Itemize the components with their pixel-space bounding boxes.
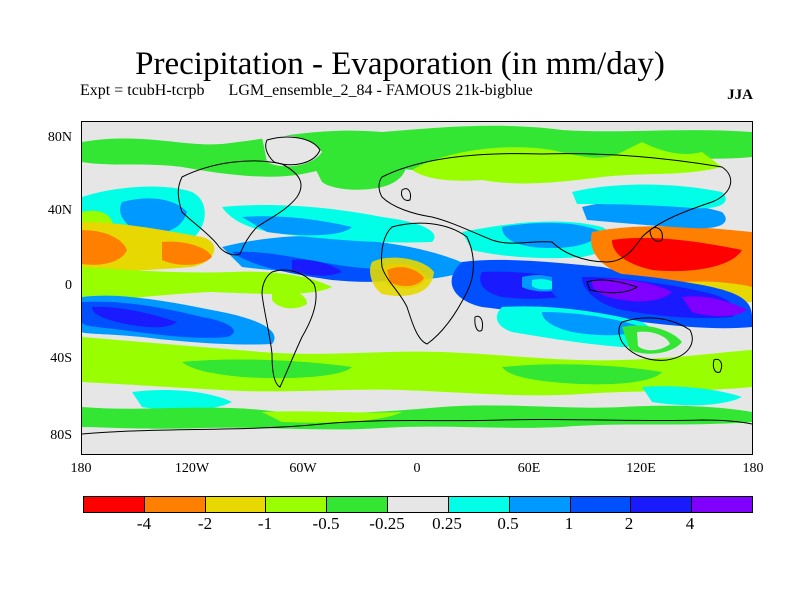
colorbar-box-9	[570, 497, 632, 512]
coast-australia	[618, 317, 693, 361]
field-southern-green	[182, 359, 352, 379]
coast-south-america	[261, 269, 317, 388]
x-label-0: 0	[413, 461, 421, 476]
x-label-180w: 180	[70, 461, 92, 476]
colorbar-box-2	[144, 497, 206, 512]
y-label-80n: 80N	[47, 130, 72, 145]
colorbar-box-3	[205, 497, 267, 512]
colorbar	[83, 496, 753, 513]
experiment-subtitle: Expt = tcubH-tcrpb LGM_ensemble_2_84 - F…	[80, 82, 533, 99]
coast-africa	[381, 222, 474, 345]
colorbar-label-8: 1	[564, 514, 574, 533]
field-spacific-deep	[92, 306, 177, 328]
colorbar-box-1	[84, 497, 145, 512]
colorbar-box-11	[692, 497, 752, 512]
coast-greenland	[265, 136, 321, 166]
colorbar-box-4	[266, 497, 328, 512]
colorbar-label-5: -0.25	[369, 514, 405, 533]
field-greenland-grey	[262, 135, 322, 167]
field-west-orange2	[162, 241, 212, 265]
precip-evap-map	[82, 122, 752, 454]
colorbar-box-6	[388, 497, 449, 512]
colorbar-box-8	[509, 497, 571, 512]
coast-madagascar	[474, 315, 483, 332]
x-label-60w: 60W	[289, 461, 317, 476]
field-npacific-sky	[120, 198, 187, 234]
colorbar-label-10: 4	[685, 514, 695, 533]
colorbar-box-7	[448, 497, 510, 512]
field-australia-grey	[637, 331, 670, 351]
y-label-40s: 40S	[50, 351, 72, 366]
field-natl-sky	[242, 216, 352, 236]
colorbar-label-9: 2	[624, 514, 634, 533]
field-sindian-sky	[542, 312, 642, 336]
coast-indonesia	[586, 279, 639, 294]
field-indian-cyan-hole	[532, 279, 558, 290]
field-southern-cyan	[132, 390, 232, 411]
field-arctic-green	[82, 125, 752, 177]
y-label-40n: 40N	[47, 203, 72, 218]
field-atlantic-deep	[292, 259, 342, 276]
field-atlantic-south-green	[272, 290, 307, 309]
coastlines	[82, 136, 752, 435]
field-arctic-lime	[412, 142, 722, 184]
coast-japan	[649, 227, 663, 242]
x-label-120w: 120W	[174, 461, 210, 476]
field-southern-cyan2	[642, 386, 742, 406]
coast-antarctica	[82, 418, 752, 435]
field-north-atlantic-green	[312, 151, 406, 190]
colorbar-label-3: -1	[257, 514, 273, 533]
y-label-80s: 80S	[50, 428, 72, 443]
colorbar-label-7: 0.5	[497, 514, 519, 533]
x-label-120e: 120E	[626, 461, 656, 476]
colorbar-label-1: -4	[136, 514, 152, 533]
field-wpacific-violet2	[682, 296, 747, 317]
y-label-0: 0	[65, 278, 72, 293]
field-southern-green2	[502, 364, 662, 385]
colorbar-label-2: -2	[197, 514, 213, 533]
coast-eurasia	[378, 153, 732, 263]
colorbar-label-6: 0.25	[432, 514, 462, 533]
x-label-60e: 60E	[517, 461, 541, 476]
field-africa-orange-core	[387, 267, 424, 287]
season-label: JJA	[727, 87, 753, 103]
colorbar-box-5	[327, 497, 389, 512]
x-label-180e: 180	[742, 461, 764, 476]
colorbar-label-4: -0.5	[312, 514, 340, 533]
field-indian-sky	[502, 222, 602, 249]
colorbar-box-10	[631, 497, 693, 512]
field-west-orange	[82, 230, 127, 265]
field-antarctic-lime	[262, 411, 402, 423]
coast-new-zealand	[712, 358, 723, 373]
field-nwpacific-red	[612, 237, 742, 272]
map-plot-area	[81, 121, 753, 455]
coast-uk	[401, 188, 411, 201]
field-nwpacific-cyan	[572, 184, 726, 209]
field-antarctic-green	[82, 405, 752, 430]
map-title: Precipitation - Evaporation (in mm/day)	[135, 46, 665, 82]
field-atlantic-south-grey	[312, 315, 382, 348]
field-eq-green	[82, 267, 332, 302]
